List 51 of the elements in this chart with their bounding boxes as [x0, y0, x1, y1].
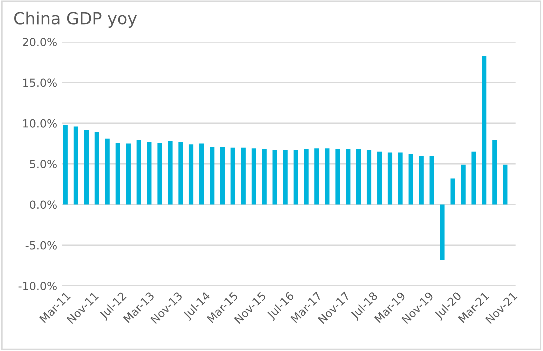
y-tick-label: 5.0% [30, 160, 57, 168]
bar [408, 154, 414, 205]
y-tick-label: -10.0% [18, 282, 57, 290]
bar [450, 178, 456, 205]
bar [492, 140, 498, 205]
bar [262, 149, 267, 205]
bar [126, 144, 131, 205]
chart-title: China GDP yoy [14, 12, 138, 28]
bar [252, 148, 256, 205]
bar [283, 150, 288, 205]
bar [136, 140, 142, 205]
bar [366, 150, 372, 205]
bar [482, 56, 487, 205]
bar [356, 149, 362, 205]
bar [336, 149, 340, 205]
bar [272, 150, 278, 205]
y-tick-label: 15.0% [24, 78, 57, 88]
bar [398, 152, 403, 205]
bar [346, 149, 351, 205]
bar [210, 147, 215, 205]
bar [472, 152, 476, 205]
y-tick-label: 10.0% [24, 119, 57, 128]
bar [419, 156, 424, 205]
bar [220, 147, 226, 205]
bar [388, 152, 393, 205]
bar [304, 149, 309, 205]
bar [168, 141, 173, 205]
bar [94, 132, 100, 205]
bar [116, 142, 120, 205]
bar [430, 156, 434, 205]
bar [63, 125, 68, 205]
bar [158, 142, 162, 205]
bar [178, 142, 184, 205]
bar [105, 138, 110, 205]
bar [314, 148, 320, 205]
bar [200, 144, 204, 205]
bar [241, 148, 246, 205]
bar [325, 148, 330, 205]
bar [294, 150, 298, 205]
y-tick-label: -5.0% [26, 241, 57, 250]
bar [503, 164, 508, 205]
bar [74, 126, 78, 205]
bar [461, 164, 466, 205]
y-tick-label: 20.0% [23, 38, 57, 46]
bar [378, 152, 382, 205]
bar [440, 204, 445, 260]
y-tick-label: 0.0% [30, 200, 57, 210]
bar [84, 130, 90, 205]
bar [188, 144, 194, 205]
bar [147, 142, 152, 205]
bar [230, 148, 236, 205]
